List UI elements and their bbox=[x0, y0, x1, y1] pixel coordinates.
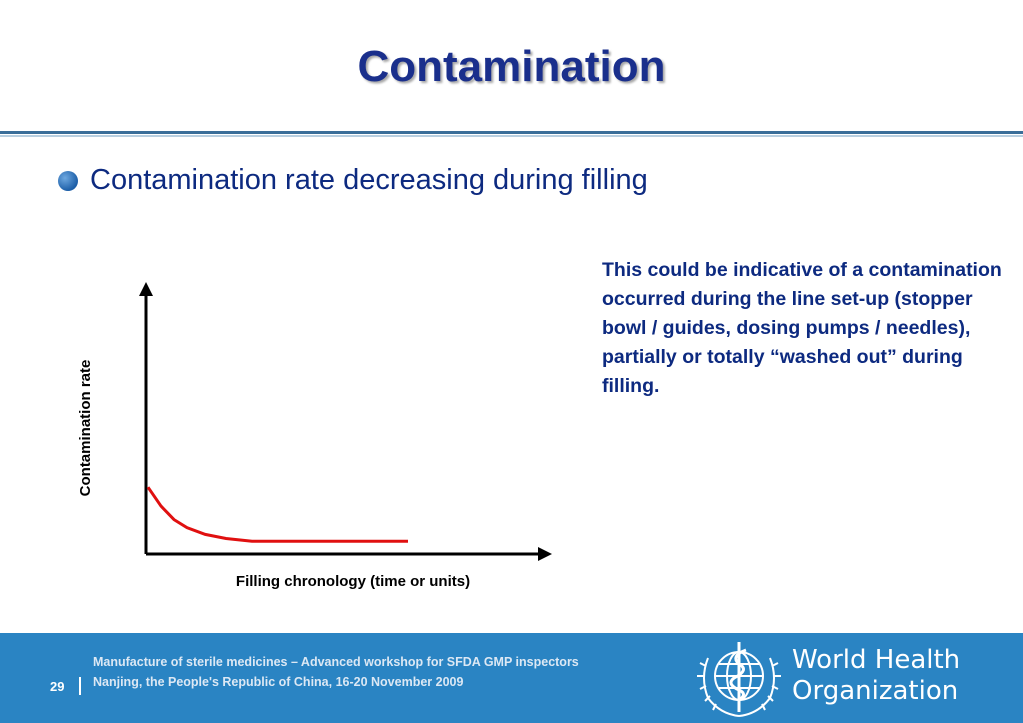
title-divider-highlight bbox=[0, 135, 1023, 137]
series-line-contamination bbox=[146, 486, 408, 543]
who-wordmark: World Health Organization bbox=[792, 645, 960, 707]
y-axis-label: Contamination rate bbox=[77, 360, 94, 497]
bullet-text: Contamination rate decreasing during fil… bbox=[90, 164, 648, 196]
page-number: 29 bbox=[50, 679, 65, 694]
explanation-note: This could be indicative of a contaminat… bbox=[602, 259, 1002, 397]
y-axis-arrowhead bbox=[139, 282, 153, 296]
bullet-item: Contamination rate decreasing during fil… bbox=[58, 164, 648, 197]
page-number-separator bbox=[79, 677, 81, 695]
slide-title: Contamination bbox=[357, 42, 666, 91]
footer-event-title: Manufacture of sterile medicines – Advan… bbox=[93, 655, 579, 669]
who-emblem-icon bbox=[697, 642, 781, 717]
org-name-line2: Organization bbox=[792, 676, 959, 706]
contamination-chart: Contamination rate Filling chronology (t… bbox=[77, 282, 552, 590]
x-axis-label: Filling chronology (time or units) bbox=[236, 573, 470, 590]
bullet-dot-icon bbox=[58, 170, 78, 191]
org-name-line1: World Health bbox=[792, 645, 961, 675]
title-divider bbox=[0, 131, 1023, 134]
x-axis-arrowhead bbox=[538, 547, 552, 561]
footer-bar: 29 Manufacture of sterile medicines – Ad… bbox=[0, 633, 1023, 723]
footer-event-location: Nanjing, the People's Republic of China,… bbox=[93, 675, 464, 689]
